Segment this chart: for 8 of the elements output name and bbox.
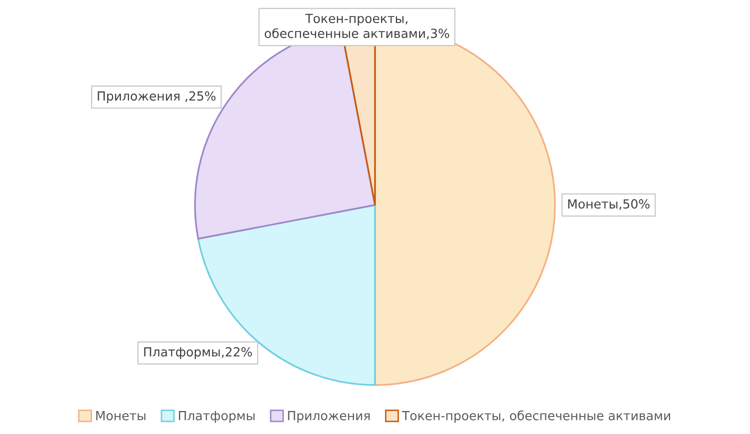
data-label: Монеты,50%	[568, 199, 650, 210]
data-label: Платформы,22%	[144, 347, 252, 359]
legend-label: Токен-проекты, обеспеченные активами	[402, 410, 670, 423]
legend-label: Приложения	[288, 411, 370, 423]
data-label: Токен-проекты, обеспеченные активами,3%	[264, 14, 450, 40]
legend-label: Платформы	[178, 411, 255, 423]
data-label: Приложения ,25%	[98, 91, 216, 104]
legend-label: Монеты	[96, 411, 146, 420]
